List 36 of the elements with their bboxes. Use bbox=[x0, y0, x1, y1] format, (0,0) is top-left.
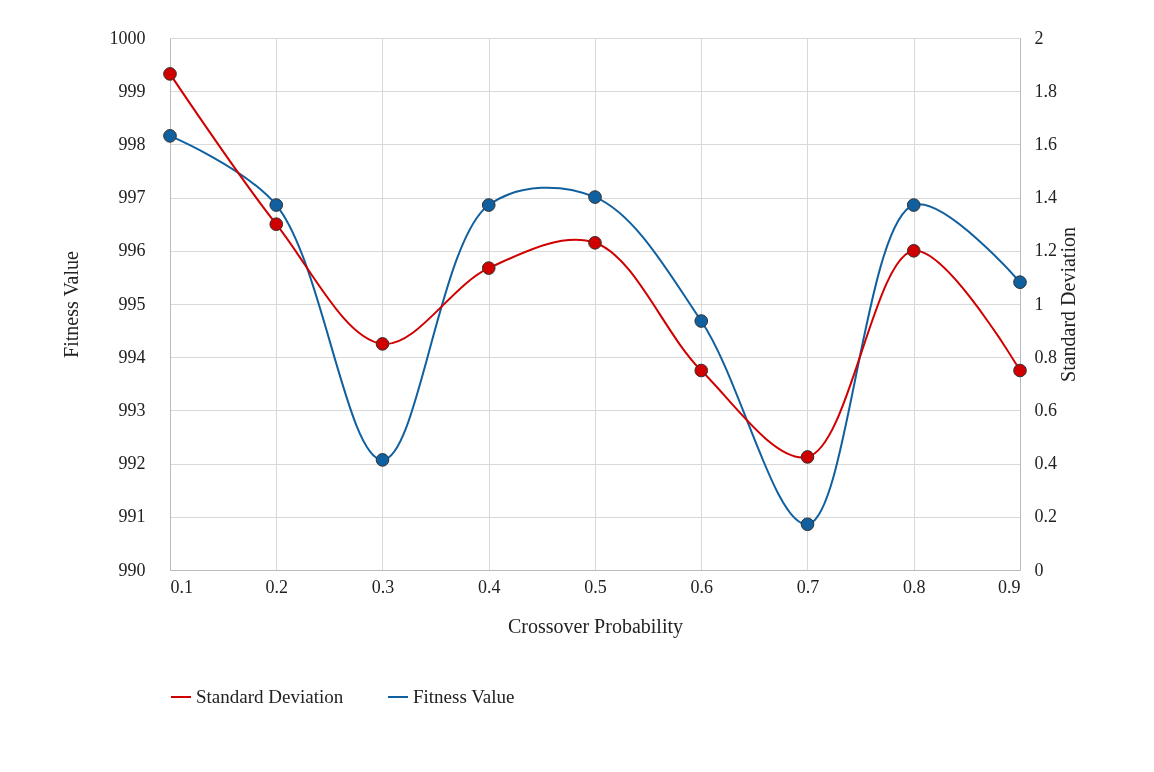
y-tick-label: 991 bbox=[118, 506, 146, 527]
legend-label: Fitness Value bbox=[413, 686, 515, 707]
x-tick-label: 0.5 bbox=[584, 576, 607, 597]
x-tick-label: 0.2 bbox=[265, 576, 288, 597]
y-tick-label: 1000 bbox=[109, 27, 146, 48]
y-tick-label: 996 bbox=[118, 240, 146, 261]
y-tick-label: 990 bbox=[118, 559, 146, 580]
x-tick-label: 0.9 bbox=[998, 576, 1021, 597]
x-tick-label: 0.8 bbox=[903, 576, 926, 597]
x-axis-title: Crossover Probability bbox=[508, 614, 683, 638]
y-axis-title: Fitness Value bbox=[59, 250, 82, 358]
y2-tick-label: 1.4 bbox=[1034, 187, 1057, 208]
y2-tick-label: 0.6 bbox=[1034, 399, 1057, 420]
y2-tick-label: 2 bbox=[1034, 27, 1044, 48]
y2-tick-label: 0 bbox=[1034, 559, 1044, 580]
y2-tick-label: 0.2 bbox=[1034, 506, 1057, 527]
y2-axis-title: Standard Deviation bbox=[1057, 227, 1079, 382]
x-tick-label: 0.6 bbox=[690, 576, 713, 597]
y-tick-label: 997 bbox=[118, 187, 146, 208]
y2-tick-label: 1.6 bbox=[1034, 133, 1057, 154]
y2-tick-label: 1.2 bbox=[1034, 240, 1057, 261]
y-tick-label: 995 bbox=[118, 293, 146, 314]
y-tick-label: 998 bbox=[118, 133, 146, 154]
y2-tick-label: 1.8 bbox=[1034, 80, 1057, 101]
legend-label: Standard Deviation bbox=[196, 686, 344, 707]
y2-tick-label: 0.4 bbox=[1034, 453, 1057, 474]
x-tick-label: 0.3 bbox=[371, 576, 395, 597]
x-tick-label: 0.4 bbox=[478, 576, 501, 597]
y-tick-label: 999 bbox=[118, 80, 146, 101]
x-tick-label: 0.7 bbox=[796, 576, 820, 597]
y-tick-label: 994 bbox=[118, 346, 146, 367]
y-tick-label: 992 bbox=[118, 453, 146, 474]
x-tick-label: 0.1 bbox=[170, 576, 193, 597]
y-tick-label: 993 bbox=[118, 399, 146, 420]
y2-tick-label: 0.8 bbox=[1034, 346, 1057, 367]
y2-tick-label: 1 bbox=[1034, 293, 1044, 314]
